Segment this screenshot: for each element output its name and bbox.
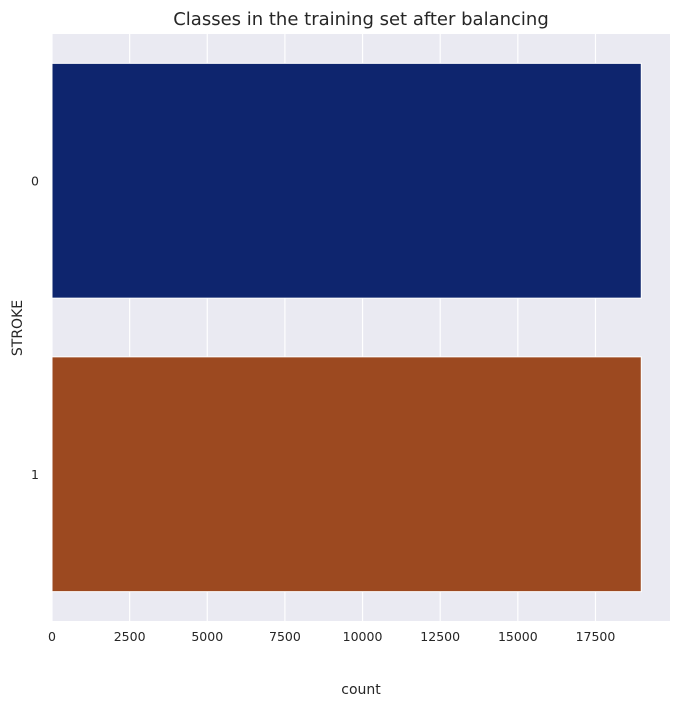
bar-0 xyxy=(51,62,642,299)
chart-title: Classes in the training set after balanc… xyxy=(173,9,549,30)
x-tick-label: 5000 xyxy=(191,629,223,644)
bar-1 xyxy=(51,356,642,593)
x-tick-label: 0 xyxy=(48,629,56,644)
y-tick-labels: 01 xyxy=(31,173,39,482)
bars xyxy=(51,62,642,593)
x-tick-label: 2500 xyxy=(114,629,146,644)
y-tick-label: 0 xyxy=(31,173,39,188)
x-axis-label: count xyxy=(341,682,381,698)
y-axis-label: STROKE xyxy=(10,300,26,356)
x-tick-label: 15000 xyxy=(498,629,538,644)
x-tick-label: 10000 xyxy=(343,629,383,644)
y-tick-label: 1 xyxy=(31,467,39,482)
x-tick-label: 17500 xyxy=(576,629,616,644)
x-tick-label: 12500 xyxy=(420,629,460,644)
x-tick-labels: 0 2500 5000 7500 10000 12500 15000 17500 xyxy=(48,629,615,644)
x-tick-label: 7500 xyxy=(269,629,301,644)
